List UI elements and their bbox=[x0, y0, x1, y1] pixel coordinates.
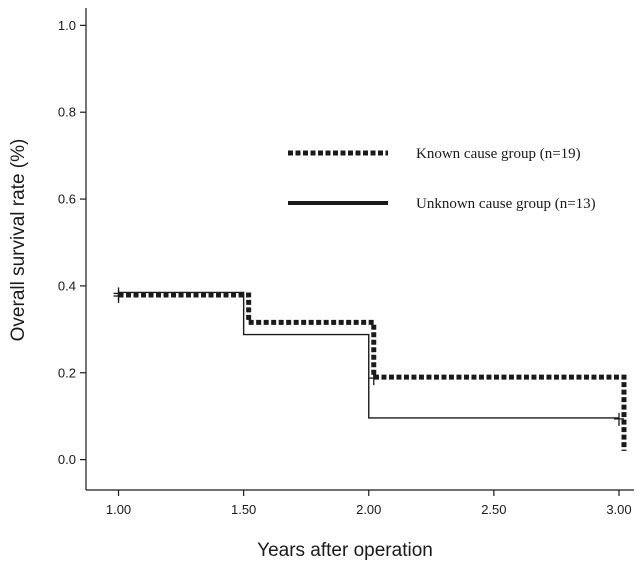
censor-mark bbox=[113, 287, 124, 301]
x-tick-label: 1.00 bbox=[106, 502, 131, 517]
y-tick-label: 0.2 bbox=[58, 365, 76, 380]
y-tick-label: 0.0 bbox=[58, 452, 76, 467]
y-tick-label: 0.4 bbox=[58, 278, 76, 293]
x-axis-title: Years after operation bbox=[257, 540, 433, 561]
x-tick-label: 3.00 bbox=[606, 502, 631, 517]
x-tick-label: 2.50 bbox=[481, 502, 506, 517]
legend-label: Unknown cause group (n=13) bbox=[416, 196, 596, 212]
y-tick-label: 0.8 bbox=[58, 105, 76, 120]
censor-mark bbox=[368, 372, 379, 386]
series-line-unknown-cause bbox=[118, 291, 619, 419]
y-tick-label: 1.0 bbox=[58, 18, 76, 33]
y-tick-label: 0.6 bbox=[58, 192, 76, 207]
x-tick-label: 2.00 bbox=[356, 502, 381, 517]
x-tick-label: 1.50 bbox=[231, 502, 256, 517]
y-axis-title: Overall survival rate (%) bbox=[8, 139, 29, 342]
censor-marks bbox=[113, 287, 624, 426]
x-ticks: 1.00 1.50 2.00 2.50 3.00 bbox=[106, 490, 632, 517]
series-line-known-cause bbox=[118, 292, 627, 451]
legend: Known cause group (n=19) Unknown cause gr… bbox=[288, 146, 596, 212]
y-ticks: 0.0 0.2 0.4 0.6 0.8 1.0 bbox=[58, 18, 86, 467]
axes bbox=[85, 8, 634, 491]
series bbox=[118, 291, 627, 451]
censor-mark bbox=[613, 412, 624, 426]
legend-label: Known cause group (n=19) bbox=[416, 146, 581, 162]
